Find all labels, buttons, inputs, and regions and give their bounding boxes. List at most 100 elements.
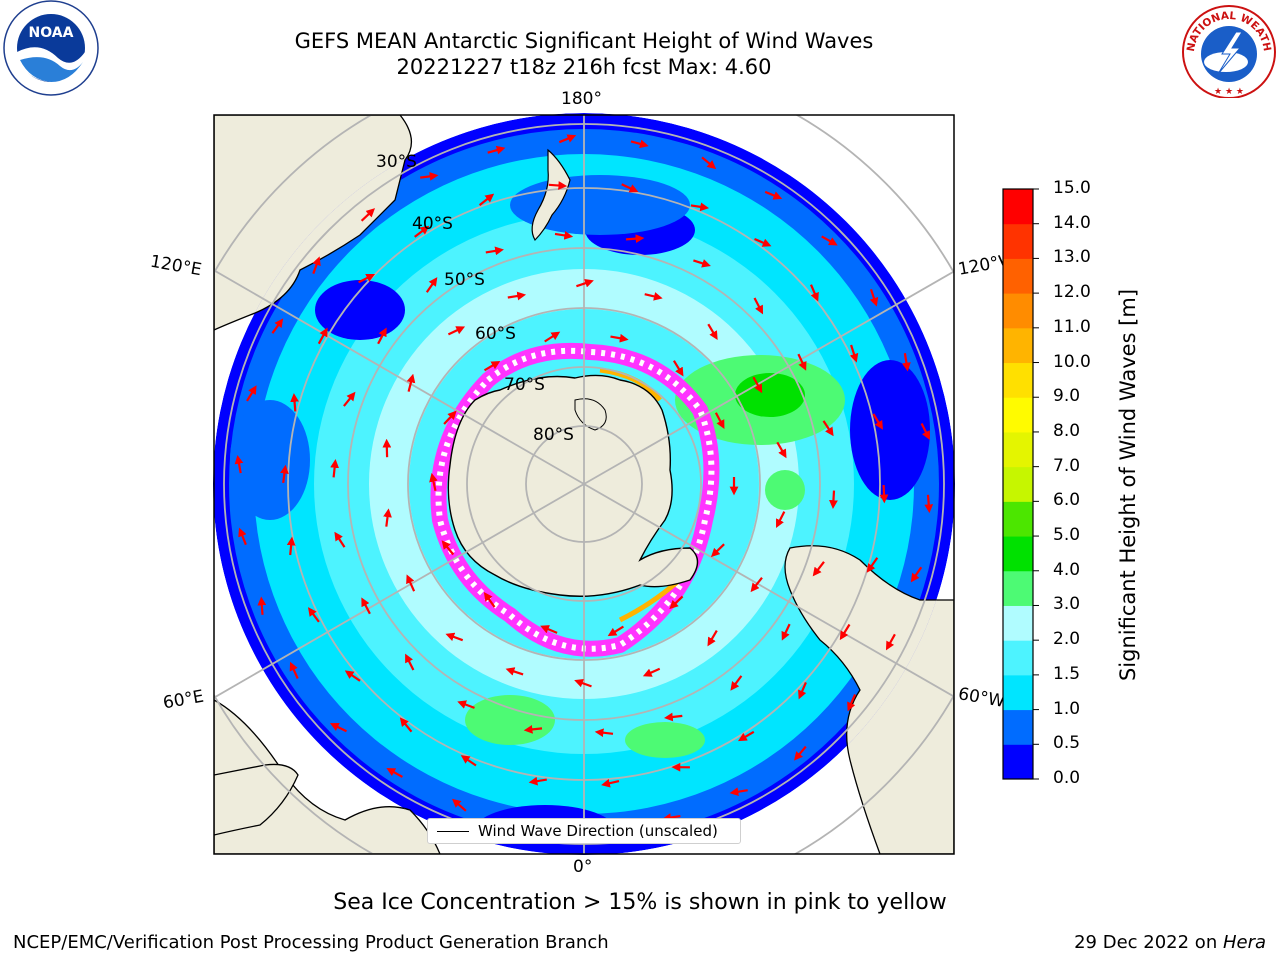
colorbar-tick-label: 10.0 — [1053, 351, 1091, 372]
wave-direction-arrow — [487, 145, 506, 155]
wave-direction-arrow — [457, 700, 475, 709]
colorbar-tick-label: 1.5 — [1053, 663, 1081, 684]
wave-direction-arrow — [478, 193, 495, 206]
wave-direction-arrow — [910, 566, 923, 583]
wave-direction-arrow — [690, 202, 710, 212]
wave-direction-arrow — [554, 231, 574, 240]
meridian-label-180: 180° — [561, 89, 602, 109]
wave-direction-arrow — [752, 376, 763, 394]
graticule — [214, 115, 954, 854]
wave-direction-arrow — [289, 661, 299, 679]
wave-direction-arrow — [544, 331, 561, 343]
wave-direction-arrow — [812, 561, 825, 577]
wind-wave-arrows — [234, 134, 934, 834]
wave-direction-arrow — [234, 454, 244, 474]
colorbar-segment — [1003, 501, 1033, 537]
colorbar-segment — [1003, 431, 1033, 468]
colorbar-tick-label: 8.0 — [1053, 420, 1081, 441]
wave-direction-arrow — [920, 423, 930, 441]
colorbar-tick-label: 3.0 — [1053, 594, 1081, 615]
colorbar-label: Significant Height of Wind Waves [m] — [1116, 288, 1140, 682]
wave-direction-arrow — [307, 607, 320, 623]
wave-direction-arrow — [358, 274, 376, 284]
colorbar-tick-label: 6.0 — [1053, 490, 1081, 511]
wave-direction-arrow — [505, 667, 524, 676]
parallel-label-80s: 80°S — [533, 425, 574, 445]
wave-direction-arrow — [714, 412, 725, 429]
colorbar-segment — [1003, 640, 1033, 676]
wave-direction-arrow — [406, 574, 416, 592]
parallel-label-70s: 70°S — [504, 375, 545, 395]
colorbar-segment — [1003, 258, 1033, 294]
footer-date: 29 Dec 2022 on Hera — [1074, 932, 1266, 953]
wave-direction-arrow — [821, 235, 838, 246]
wave-direction-arrow — [607, 625, 624, 637]
wave-direction-arrow — [662, 813, 681, 822]
wave-direction-arrow — [330, 459, 340, 478]
parallel-label-40s: 40°S — [412, 214, 453, 234]
wave-direction-arrow — [764, 190, 783, 200]
wave-direction-arrow — [361, 597, 371, 615]
wave-direction-arrow — [730, 675, 743, 691]
wave-direction-arrow — [729, 787, 748, 797]
wave-direction-arrow — [257, 596, 267, 615]
wave-direction-arrow — [344, 670, 361, 682]
colorbar-tick-label: 1.0 — [1053, 698, 1081, 719]
wave-direction-arrow — [290, 393, 299, 412]
nws-logo: NATIONAL WEATHER SERVICE ★ ★ ★ — [1178, 2, 1276, 98]
colorbar — [1002, 188, 1039, 780]
colorbar-segment — [1003, 709, 1033, 745]
wave-direction-arrow — [776, 441, 787, 459]
colorbar-tick-label: 15.0 — [1053, 178, 1091, 198]
wave-direction-arrow — [425, 277, 438, 293]
wave-direction-arrow — [710, 543, 725, 558]
colorbar-segment — [1003, 605, 1033, 641]
wave-direction-arrow — [334, 531, 346, 548]
wave-direction-arrow — [781, 623, 791, 641]
wave-direction-arrow — [610, 333, 629, 343]
colorbar-tick-label: 2.0 — [1053, 629, 1081, 650]
colorbar-segment — [1003, 674, 1033, 711]
map-subtitle: 20221227 t18z 216h fcst Max: 4.60 — [396, 55, 772, 79]
wave-direction-arrow — [776, 511, 786, 529]
wave-direction-arrow — [669, 595, 684, 610]
colorbar-tick-label: 0.5 — [1053, 733, 1081, 754]
wave-direction-arrow — [558, 134, 577, 144]
wave-direction-arrow — [483, 360, 501, 372]
wave-direction-arrow — [445, 632, 464, 642]
continent-africa — [214, 699, 441, 854]
colorbar-tick-label: 7.0 — [1053, 455, 1081, 476]
colorbar-tick-label: 0.0 — [1053, 768, 1081, 788]
footer-host: Hera — [1222, 932, 1266, 953]
meridian-label-0: 0° — [573, 857, 593, 877]
wave-direction-arrow — [420, 172, 439, 181]
wave-direction-arrow — [507, 291, 527, 301]
wave-direction-arrow — [523, 725, 543, 734]
wave-direction-arrow — [447, 326, 466, 336]
wave-direction-arrow — [701, 156, 717, 170]
wave-direction-arrow — [451, 798, 467, 812]
wave-direction-arrow — [753, 297, 764, 315]
wave-direction-arrow — [386, 767, 403, 778]
footer-date-text: 29 Dec 2022 on — [1074, 932, 1223, 953]
wave-direction-arrow — [797, 353, 807, 371]
wave-direction-arrow — [693, 259, 711, 268]
colorbar-tick-label: 14.0 — [1053, 212, 1091, 233]
wave-direction-arrow — [644, 292, 663, 301]
colorbar-tick-label: 12.0 — [1053, 282, 1091, 303]
wave-direction-arrow — [849, 344, 859, 363]
wave-direction-arrow — [377, 327, 387, 345]
wave-direction-arrow — [574, 678, 592, 688]
wave-direction-arrow — [625, 234, 645, 244]
wave-direction-arrow — [630, 139, 649, 149]
wave-direction-arrow — [829, 490, 838, 509]
wave-direction-arrow — [642, 667, 661, 677]
continent-antarctica — [447, 374, 699, 597]
wave-direction-arrow — [540, 625, 558, 634]
wave-direction-arrow — [441, 540, 455, 556]
colorbar-tick-label: 13.0 — [1053, 247, 1091, 268]
colorbar-segment — [1003, 536, 1033, 572]
wave-direction-arrow — [312, 256, 321, 274]
colorbar-segment — [1003, 223, 1033, 259]
